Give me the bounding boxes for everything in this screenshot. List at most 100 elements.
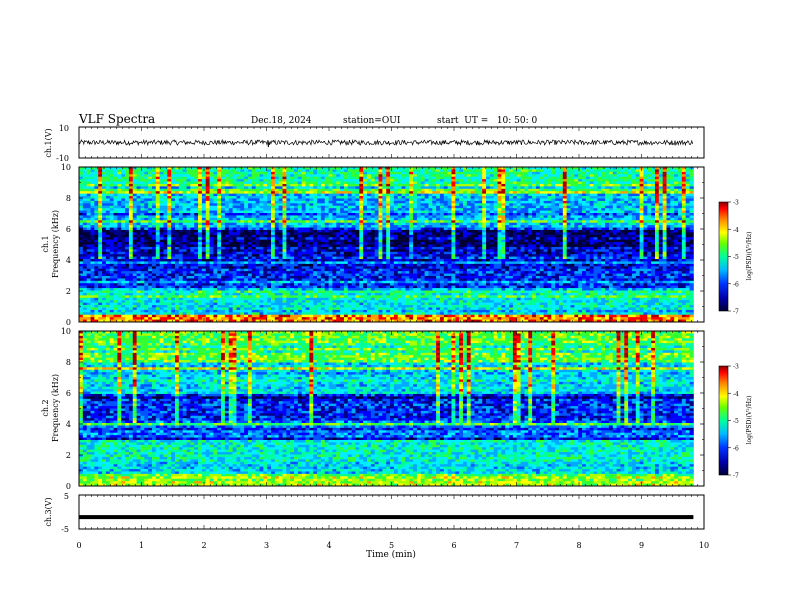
spectrogram-cell: [539, 188, 545, 192]
spectrogram-cell: [182, 234, 187, 238]
spectrogram-cell: [685, 234, 690, 238]
spectrogram-cell: [132, 174, 137, 178]
spectrogram-cell: [263, 200, 268, 204]
spectrogram-cell: [459, 198, 464, 202]
spectrogram-cell: [320, 171, 326, 175]
spectrogram-cell: [378, 200, 383, 204]
spectrogram-cell: [194, 239, 199, 243]
spectrogram-cell: [455, 198, 460, 202]
spectrogram-cell: [566, 205, 571, 209]
spectrogram-cell: [516, 239, 521, 243]
spectrogram-cell: [451, 229, 456, 233]
spectrogram-cell: [616, 169, 621, 173]
spectrogram-cell: [159, 215, 164, 219]
spectrogram-cell: [186, 239, 191, 243]
spectrogram-cell: [267, 167, 272, 170]
spectrogram-cell: [582, 205, 587, 209]
spectrogram-cell: [535, 237, 541, 241]
spectrogram-cell: [390, 174, 395, 178]
spectrogram-cell: [635, 167, 641, 170]
spectrogram-cell: [424, 186, 429, 190]
spectrogram-cell: [274, 191, 280, 195]
spectrogram-cell: [424, 183, 429, 187]
spectrogram-cell: [105, 167, 111, 170]
spectrogram-cell: [167, 183, 172, 187]
spectrogram-cell: [662, 176, 667, 180]
spectrogram-cell: [562, 205, 568, 209]
spectrogram-cell: [102, 232, 107, 236]
spectrogram-cell: [297, 208, 303, 211]
spectrogram-cell: [532, 232, 537, 236]
spectrogram-cell: [643, 200, 648, 204]
spectrogram-cell: [401, 186, 406, 190]
spectrogram-cell: [171, 167, 176, 170]
spectrogram-cell: [593, 208, 598, 211]
spectrogram-cell: [263, 208, 268, 211]
spectrogram-cell: [662, 213, 667, 216]
spectrogram-cell: [221, 229, 226, 233]
spectrogram-cell: [397, 222, 402, 226]
spectrogram-cell: [497, 227, 502, 231]
spectrogram-cell: [221, 205, 226, 209]
spectrogram-cell: [555, 239, 560, 243]
spectrogram-cell: [689, 176, 694, 180]
spectrogram-cell: [555, 181, 560, 185]
spectrogram-cell: [244, 215, 249, 219]
spectrogram-cell: [286, 205, 291, 209]
spectrogram-cell: [547, 232, 552, 236]
spectrogram-cell: [501, 188, 506, 192]
spectrogram-cell: [532, 183, 537, 187]
spectrogram-cell: [608, 237, 614, 241]
spectrogram-cell: [317, 174, 322, 178]
spectrogram-cell: [82, 213, 88, 216]
spectrogram-cell: [651, 234, 656, 238]
spectrogram-cell: [455, 205, 460, 209]
spectrogram-cell: [224, 196, 230, 199]
spectrogram-cell: [589, 188, 594, 192]
spectrogram-cell: [524, 198, 529, 202]
spectrogram-cell: [343, 225, 349, 228]
spectrogram-cell: [240, 179, 245, 182]
spectrogram-cell: [666, 232, 671, 236]
spectrogram-cell: [105, 186, 111, 190]
spectrogram-cell: [601, 239, 606, 243]
spectrogram-cell: [366, 232, 372, 236]
spectrogram-cell: [459, 183, 464, 187]
spectrogram-cell: [240, 225, 245, 228]
spectrogram-cell: [639, 203, 644, 207]
spectrogram-cell: [528, 234, 533, 238]
spectrogram-cell: [555, 167, 560, 170]
spectrogram-cell: [401, 232, 406, 236]
spectrogram-cell: [474, 229, 479, 233]
spectrogram-cell: [136, 215, 141, 219]
spectrogram-cell: [209, 229, 214, 233]
spectrogram-cell: [413, 193, 418, 197]
spectrogram-cell: [140, 234, 145, 238]
spectrogram-cell: [601, 229, 606, 233]
spectrogram-cell: [393, 213, 399, 216]
spectrogram-cell: [224, 213, 230, 216]
spectrogram-cell: [558, 183, 564, 187]
spectrogram-cell: [374, 188, 379, 192]
spectrogram-cell: [282, 193, 287, 197]
spectrogram-cell: [401, 220, 406, 224]
spectrogram-cell: [608, 239, 614, 243]
spectrogram-cell: [674, 191, 679, 195]
spectrogram-cell: [213, 210, 218, 214]
spectrogram-cell: [670, 183, 675, 187]
spectrogram-cell: [144, 181, 149, 185]
spectrogram-cell: [462, 167, 468, 170]
spectrogram-cell: [94, 229, 99, 233]
spectrogram-cell: [562, 198, 568, 202]
spectrogram-cell: [474, 191, 479, 195]
spectrogram-cell: [125, 198, 130, 202]
spectrogram-cell: [194, 169, 199, 173]
spectrogram-cell: [378, 208, 383, 211]
spectrogram-cell: [647, 167, 652, 170]
spectrogram-cell: [336, 237, 341, 241]
spectrogram-cell: [366, 183, 372, 187]
spectrogram-cell: [140, 217, 145, 221]
spectrogram-cell: [555, 232, 560, 236]
spectrogram-cell: [155, 229, 161, 233]
spectrogram-cell: [255, 234, 260, 238]
